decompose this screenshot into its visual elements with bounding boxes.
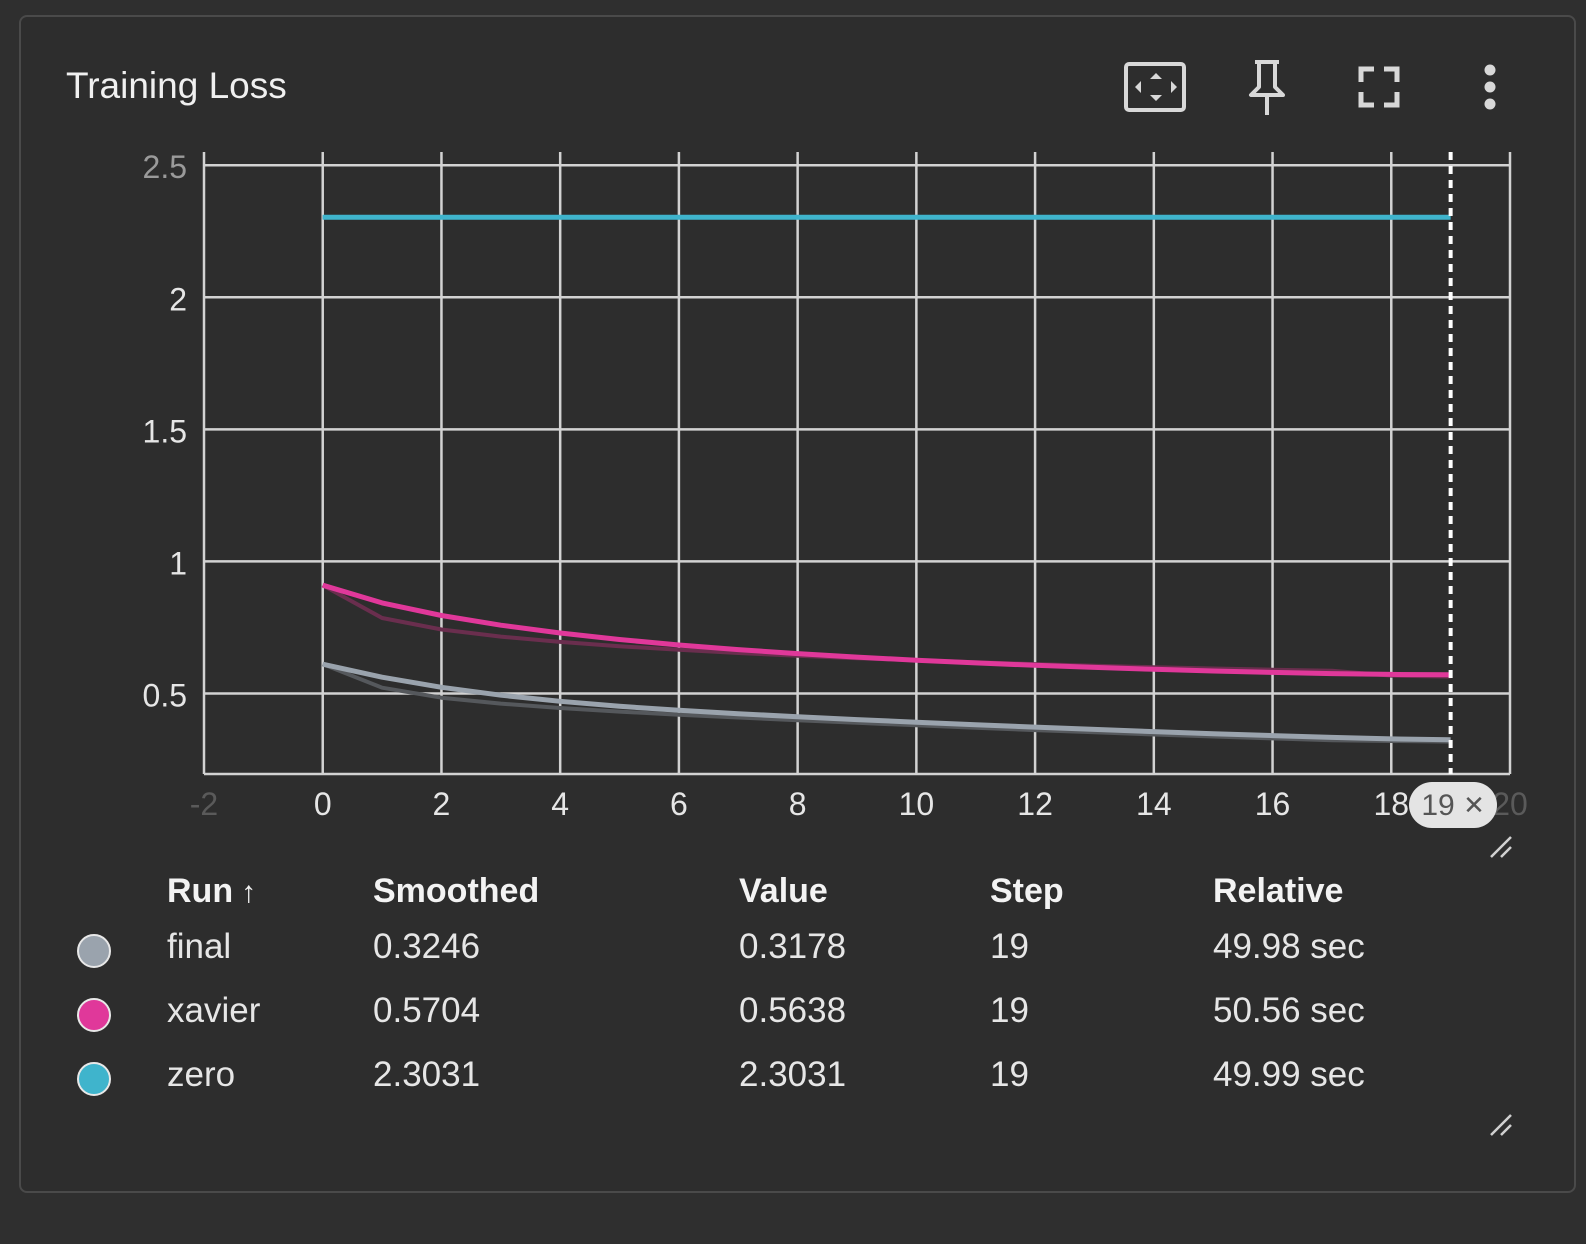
step-cursor-chip-bg <box>1409 782 1497 828</box>
value-header[interactable]: Value <box>739 871 828 910</box>
x-tick-label: 4 <box>551 786 569 822</box>
x-tick-label: 8 <box>789 786 807 822</box>
color-header <box>61 867 167 915</box>
series-line-xavier <box>321 582 1451 678</box>
run-color-cell <box>61 915 167 979</box>
scalar-card: Training Loss 0.5 1 1.5 2 2.5 -2 0 2 4 6 8 10 12 14 16… <box>19 15 1576 1193</box>
sort-ascending-icon: ↑ <box>241 875 257 909</box>
resize-handle-icon <box>1490 836 1512 858</box>
smoothed-value: 2.3031 <box>373 1055 481 1094</box>
step-value: 19 <box>990 1055 1029 1094</box>
more-menu-button[interactable] <box>1455 57 1525 117</box>
more-vert-icon <box>1484 64 1496 110</box>
run-color-cell <box>61 1043 167 1107</box>
step-value: 19 <box>990 927 1029 966</box>
run-color-cell <box>61 979 167 1043</box>
y-tick-label: 0.5 <box>143 677 187 713</box>
y-tick-label: 2.5 <box>143 149 187 185</box>
x-tick-label: 10 <box>899 786 935 822</box>
loss-chart[interactable]: 0.5 1 1.5 2 2.5 -2 0 2 4 6 8 10 12 14 16 18 20 19 ✕ <box>21 17 1574 847</box>
relative-time: 49.98 sec <box>1213 927 1365 966</box>
close-icon[interactable]: ✕ <box>1463 791 1485 821</box>
resize-handle-icon <box>1490 1114 1512 1136</box>
run-name: zero <box>167 1055 236 1094</box>
run-name: xavier <box>167 991 261 1030</box>
x-tick-label: 16 <box>1255 786 1291 822</box>
step-cursor-chip[interactable]: 19 ✕ <box>1409 782 1497 828</box>
run-color-swatch[interactable] <box>77 997 111 1032</box>
resize-handle-chart[interactable] <box>1489 835 1513 859</box>
fullscreen-icon <box>1358 66 1400 108</box>
table-header-row: Run ↑ Smoothed Value Step Relative <box>61 867 1473 915</box>
smoothed-value: 0.5704 <box>373 991 481 1030</box>
resize-handle-card[interactable] <box>1489 1113 1513 1137</box>
x-tick-label: -2 <box>190 786 218 822</box>
runs-table: Run ↑ Smoothed Value Step Relative final … <box>61 867 1473 1107</box>
x-tick-label: 14 <box>1136 786 1172 822</box>
raw-value: 2.3031 <box>739 1055 847 1094</box>
series-line-final <box>322 661 1451 743</box>
x-tick-label: 0 <box>314 786 332 822</box>
step-value: 19 <box>990 991 1029 1030</box>
run-name: final <box>167 927 232 966</box>
y-tick-label: 2 <box>169 281 187 317</box>
y-tick-label: 1 <box>169 545 187 581</box>
table-row: final 0.3246 0.3178 19 49.98 sec <box>61 915 1473 979</box>
pin-button[interactable] <box>1232 57 1302 117</box>
fit-domain-button[interactable] <box>1121 57 1191 117</box>
run-header[interactable]: Run ↑ <box>167 871 257 910</box>
fit-domain-icon <box>1124 62 1186 112</box>
raw-value: 0.5638 <box>739 991 847 1030</box>
x-tick-label: 2 <box>433 786 451 822</box>
card-title: Training Loss <box>66 65 287 106</box>
fullscreen-button[interactable] <box>1344 57 1414 117</box>
series-raw-line-xavier <box>321 583 1451 679</box>
relative-header[interactable]: Relative <box>1213 871 1344 910</box>
x-tick-label: 12 <box>1017 786 1053 822</box>
run-color-swatch[interactable] <box>77 933 111 968</box>
step-cursor-label: 19 <box>1421 789 1454 822</box>
smoothed-header[interactable]: Smoothed <box>373 871 540 910</box>
x-tick-label: 18 <box>1373 786 1409 822</box>
relative-time: 49.99 sec <box>1213 1055 1365 1094</box>
table-row: xavier 0.5704 0.5638 19 50.56 sec <box>61 979 1473 1043</box>
run-color-swatch[interactable] <box>77 1061 111 1096</box>
y-tick-label: 1.5 <box>143 413 187 449</box>
pin-icon <box>1249 60 1285 115</box>
raw-value: 0.3178 <box>739 927 847 966</box>
step-header[interactable]: Step <box>990 871 1064 910</box>
table-row: zero 2.3031 2.3031 19 49.99 sec <box>61 1043 1473 1107</box>
x-tick-label: 6 <box>670 786 688 822</box>
x-tick-label: 20 <box>1492 786 1528 822</box>
smoothed-value: 0.3246 <box>373 927 481 966</box>
series-raw-line-final <box>321 662 1451 744</box>
relative-time: 50.56 sec <box>1213 991 1365 1030</box>
